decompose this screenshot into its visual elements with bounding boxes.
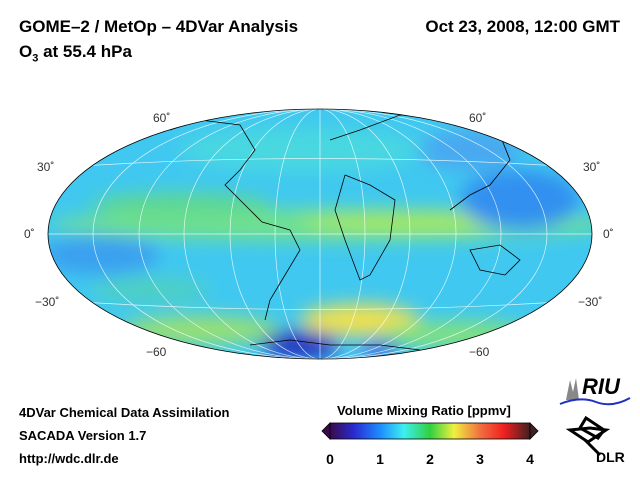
- colorbar-tick-2: 2: [426, 451, 434, 467]
- map-subtitle: O3 at 55.4 hPa: [19, 42, 132, 64]
- colorbar-tick-1: 1: [376, 451, 384, 467]
- globe-outline: [47, 108, 593, 360]
- lat-label-left-minus30: −30˚: [35, 295, 60, 309]
- colorbar-tick-0: 0: [326, 451, 334, 467]
- map-date: Oct 23, 2008, 12:00 GMT: [425, 17, 620, 36]
- lat-label-left-30: 30˚: [37, 160, 55, 174]
- species: O: [19, 42, 33, 61]
- colorbar-tick-4: 4: [526, 451, 534, 467]
- riu-logo-text: RIU: [582, 374, 620, 399]
- lat-label-left-minus60: −60: [146, 345, 167, 359]
- lat-label-left-0: 0˚: [24, 227, 35, 241]
- dlr-logo-text: DLR: [596, 449, 625, 465]
- colorbar: [321, 422, 539, 440]
- lat-label-right-60: 60˚: [469, 111, 487, 125]
- colorbar-gradient: [329, 422, 531, 440]
- pressure-level: at 55.4 hPa: [38, 42, 132, 61]
- footer-url: http://wdc.dlr.de: [19, 451, 119, 466]
- lat-label-right-minus30: −30˚: [578, 295, 603, 309]
- colorbar-tick-3: 3: [476, 451, 484, 467]
- colorbar-min-arrow: [321, 422, 331, 440]
- ozone-field: [48, 109, 592, 359]
- colorbar-max-arrow: [529, 422, 539, 440]
- dlr-logo: [565, 415, 611, 457]
- footer-line-2: SACADA Version 1.7: [19, 428, 147, 443]
- species-subscript: 3: [32, 52, 39, 65]
- lat-label-right-30: 30˚: [583, 160, 601, 174]
- lat-label-left-60: 60˚: [153, 111, 171, 125]
- lat-label-right-minus60: −60: [469, 345, 490, 359]
- colorbar-title: Volume Mixing Ratio [ppmv]: [337, 403, 511, 418]
- map-title: GOME–2 / MetOp – 4DVar Analysis: [19, 17, 299, 36]
- riu-logo: [559, 378, 631, 406]
- lat-label-right-0: 0˚: [603, 227, 614, 241]
- footer-line-1: 4DVar Chemical Data Assimilation: [19, 405, 230, 420]
